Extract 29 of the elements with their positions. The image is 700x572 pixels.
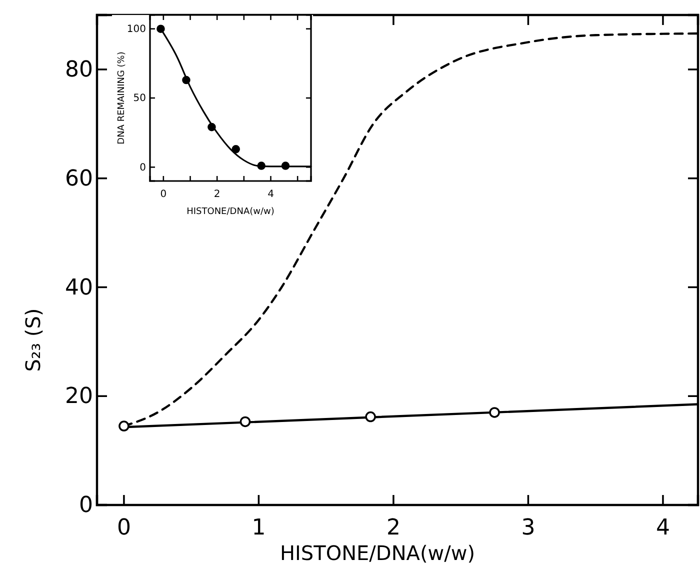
point — [489, 407, 500, 418]
x-axis-title: HISTONE/DNA(w/w) — [186, 207, 274, 217]
y-tick-label: 40 — [65, 275, 93, 300]
y-tick-label: 0 — [79, 493, 93, 518]
point — [208, 122, 216, 132]
point — [118, 420, 130, 432]
y-axis-title: S₂₃ (S) — [21, 308, 45, 372]
x-tick-label: 2 — [214, 189, 220, 200]
x-tick-label: 3 — [521, 516, 536, 541]
point — [232, 145, 240, 154]
y-tick-label: 20 — [65, 384, 93, 410]
point — [365, 411, 376, 422]
x-tick-label: 4 — [268, 189, 274, 200]
y-tick-label: 100 — [126, 24, 146, 36]
y-tick-label: 0 — [140, 162, 146, 174]
x-tick-label: 2 — [386, 516, 400, 541]
point — [182, 76, 190, 84]
point — [156, 24, 165, 33]
y-tick-label: 80 — [65, 57, 93, 82]
x-tick-label: 1 — [252, 516, 266, 541]
y-tick-label: 50 — [133, 93, 146, 104]
x-tick-label: 4 — [656, 516, 670, 541]
point — [240, 416, 251, 428]
y-tick-label: 60 — [65, 166, 93, 192]
x-tick-label: 0 — [160, 189, 167, 200]
y-axis-title: DNA REMAINING (%) — [117, 52, 127, 144]
point — [281, 162, 290, 170]
x-axis-title: HISTONE/DNA(w/w) — [280, 541, 476, 565]
point — [257, 162, 266, 170]
